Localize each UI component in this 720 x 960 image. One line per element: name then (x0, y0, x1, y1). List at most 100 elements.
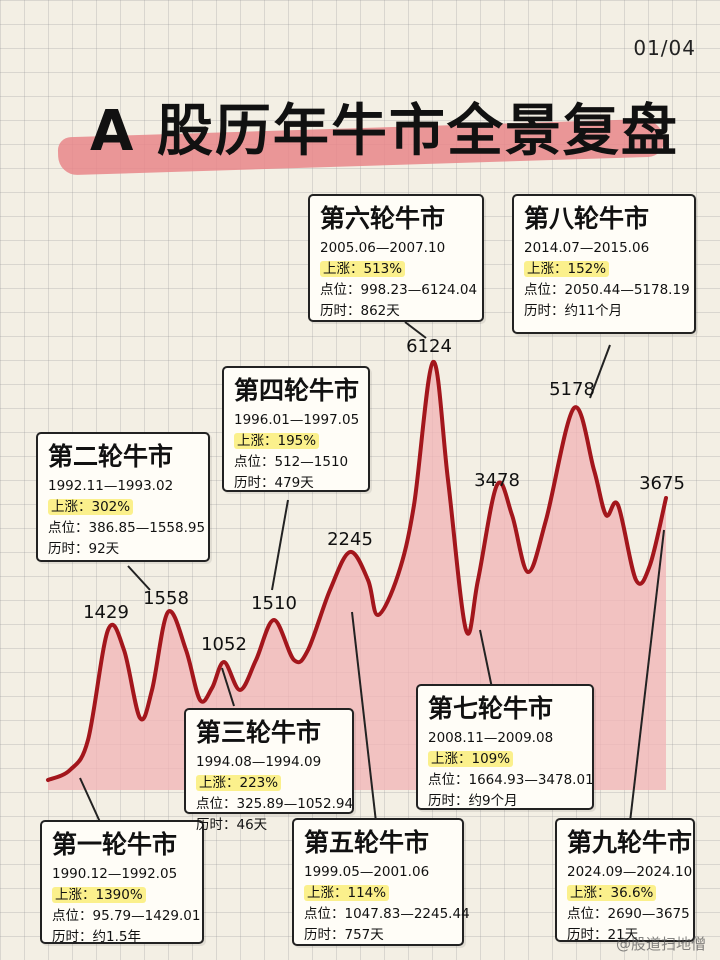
leader-line (589, 344, 611, 399)
gain-value: 513% (363, 261, 403, 277)
card-bull-6: 第六轮牛市 2005.06—2007.10 上涨：513% 点位：998.23—… (308, 194, 484, 322)
card-title: 第七轮牛市 (428, 694, 554, 723)
points-label: 点位： (48, 520, 89, 536)
title-block: A 股历年牛市全景复盘 (57, 78, 677, 188)
duration-value: 约11个月 (564, 303, 623, 319)
duration-value: 约1.5年 (92, 929, 141, 945)
card-title: 第五轮牛市 (304, 828, 430, 857)
watermark: @股道扫地僧 (615, 935, 706, 953)
leader-line (221, 667, 235, 707)
peak-label: 3478 (474, 470, 520, 491)
leader-line (79, 777, 101, 823)
card-duration-row: 历时：479天 (234, 473, 358, 494)
gain-highlight: 上涨：36.6% (567, 885, 657, 901)
card-points-row: 点位：386.85—1558.95 (48, 518, 205, 539)
gain-value: 109% (471, 751, 511, 767)
gain-value: 36.6% (610, 885, 654, 901)
card-bull-7: 第七轮牛市 2008.11—2009.08 上涨：109% 点位：1664.93… (416, 684, 594, 810)
peak-label: 1558 (143, 588, 189, 609)
card-points-row: 点位：512—1510 (234, 452, 358, 473)
points-value: 1664.93—3478.01 (468, 772, 594, 788)
gain-highlight: 上涨：223% (196, 775, 282, 791)
gain-value: 302% (91, 499, 131, 515)
chart-series-line (46, 359, 668, 782)
gain-value: 1390% (95, 887, 143, 903)
card-points-row: 点位：95.79—1429.01 (52, 906, 200, 927)
card-points-row: 点位：2690—3675 (567, 904, 690, 925)
card-duration-row: 历时：862天 (320, 301, 472, 322)
card-title: 第九轮牛市 (567, 828, 693, 857)
duration-label: 历时： (304, 927, 345, 943)
card-period: 2014.07—2015.06 (524, 240, 650, 256)
gain-highlight: 上涨：152% (524, 261, 610, 277)
card-title: 第二轮牛市 (48, 442, 174, 471)
card-bull-1: 第一轮牛市 1990.12—1992.05 上涨：1390% 点位：95.79—… (40, 820, 204, 945)
card-period: 1996.01—1997.05 (234, 412, 360, 428)
gain-highlight: 上涨：1390% (52, 887, 146, 903)
card-gain-row: 上涨：152% (524, 259, 684, 280)
card-gain-row: 上涨：223% (196, 773, 342, 794)
duration-value: 479天 (274, 475, 314, 491)
duration-label: 历时： (428, 793, 469, 809)
gain-label: 上涨： (199, 775, 240, 791)
gain-label: 上涨： (527, 261, 568, 277)
card-bull-8: 第八轮牛市 2014.07—2015.06 上涨：152% 点位：2050.44… (512, 194, 696, 334)
points-value: 2050.44—5178.19 (564, 282, 690, 298)
gain-label: 上涨： (237, 433, 278, 449)
card-points-row: 点位：1047.83—2245.44 (304, 904, 470, 925)
duration-value: 862天 (360, 303, 400, 319)
card-bull-9: 第九轮牛市 2024.09—2024.10 上涨：36.6% 点位：2690—3… (555, 818, 695, 943)
card-gain-row: 上涨：109% (428, 749, 582, 770)
points-value: 386.85—1558.95 (88, 520, 206, 536)
points-label: 点位： (196, 796, 237, 812)
gain-highlight: 上涨：114% (304, 885, 390, 901)
points-label: 点位： (428, 772, 469, 788)
points-label: 点位： (234, 454, 275, 470)
peak-label: 1510 (251, 593, 297, 614)
points-value: 325.89—1052.94 (236, 796, 354, 812)
duration-value: 92天 (88, 541, 120, 557)
card-period: 2005.06—2007.10 (320, 240, 446, 256)
card-points-row: 点位：325.89—1052.94 (196, 794, 353, 815)
card-period: 2008.11—2009.08 (428, 730, 554, 746)
gain-highlight: 上涨：513% (320, 261, 406, 277)
card-title: 第八轮牛市 (524, 204, 650, 233)
card-points-row: 点位：2050.44—5178.19 (524, 280, 690, 301)
duration-label: 历时： (524, 303, 565, 319)
card-points-row: 点位：1664.93—3478.01 (428, 770, 594, 791)
card-duration-row: 历时：92天 (48, 539, 198, 560)
card-gain-row: 上涨：195% (234, 431, 358, 452)
card-title: 第六轮牛市 (320, 204, 446, 233)
card-period: 2024.09—2024.10 (567, 864, 693, 880)
card-period: 1990.12—1992.05 (52, 866, 178, 882)
leader-line (404, 321, 427, 339)
duration-value: 约9个月 (468, 793, 518, 809)
duration-label: 历时： (196, 817, 237, 833)
card-title: 第一轮牛市 (52, 830, 178, 859)
card-bull-3: 第三轮牛市 1994.08—1994.09 上涨：223% 点位：325.89—… (184, 708, 354, 833)
card-bull-2: 第二轮牛市 1992.11—1993.02 上涨：302% 点位：386.85—… (36, 432, 210, 562)
card-title: 第三轮牛市 (196, 718, 322, 747)
card-duration-row: 历时：约1.5年 (52, 927, 192, 948)
gain-value: 114% (347, 885, 387, 901)
card-duration-row: 历时：757天 (304, 925, 452, 946)
gain-label: 上涨： (55, 887, 96, 903)
duration-value: 21天 (607, 927, 639, 943)
leader-line (127, 565, 151, 591)
gain-value: 195% (277, 433, 317, 449)
card-gain-row: 上涨：114% (304, 883, 452, 904)
peak-label: 1429 (83, 602, 129, 623)
card-bull-5: 第五轮牛市 1999.05—2001.06 上涨：114% 点位：1047.83… (292, 818, 470, 946)
gain-highlight: 上涨：109% (428, 751, 514, 767)
gain-highlight: 上涨：302% (48, 499, 134, 515)
gain-label: 上涨： (323, 261, 364, 277)
card-duration-row: 历时：约9个月 (428, 791, 582, 812)
page-title: A 股历年牛市全景复盘 (90, 99, 679, 164)
card-title: 第四轮牛市 (234, 376, 360, 405)
leader-line (629, 529, 665, 823)
card-period: 1994.08—1994.09 (196, 754, 322, 770)
peak-label: 1052 (201, 634, 247, 655)
card-gain-row: 上涨：302% (48, 497, 198, 518)
duration-label: 历时： (48, 541, 89, 557)
